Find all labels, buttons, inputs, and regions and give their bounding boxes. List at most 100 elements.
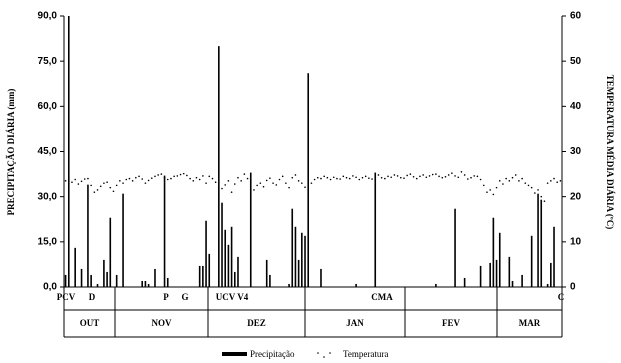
temperature-point — [135, 176, 137, 179]
bar — [355, 283, 357, 287]
temperature-point — [415, 177, 418, 180]
temperature-point — [224, 184, 227, 186]
temperature-point — [93, 191, 96, 193]
bar — [454, 208, 456, 287]
temperature-point — [364, 175, 367, 178]
bar — [144, 280, 147, 287]
temperature-point — [492, 193, 495, 196]
temperature-point — [128, 177, 131, 180]
temperature-point — [412, 175, 415, 178]
temperature-point — [198, 178, 201, 181]
temperature-point — [173, 175, 175, 178]
temperature-point — [67, 182, 70, 184]
month-label: OUT — [80, 318, 100, 328]
bar — [106, 271, 108, 287]
temperature-point — [428, 175, 431, 177]
y-tick-label: 15,0 — [38, 236, 58, 247]
temperature-point — [393, 174, 396, 176]
temperature-point — [406, 174, 408, 177]
temperature-point — [371, 178, 373, 180]
stage-label: UCV V4 — [216, 292, 249, 302]
bar — [320, 268, 322, 287]
temperature-point — [166, 178, 169, 181]
temperature-point — [154, 175, 156, 178]
y-tick-label: 30,0 — [38, 191, 58, 202]
temperature-point — [64, 180, 67, 182]
bar — [537, 193, 539, 287]
temperature-point — [399, 176, 402, 179]
temperature-point — [122, 182, 124, 184]
temperature-point — [218, 193, 220, 196]
temperature-point — [403, 177, 405, 179]
temperature-point — [307, 189, 310, 191]
temperature-point — [99, 185, 102, 188]
stage-label: P — [163, 292, 169, 302]
temperature-point — [237, 176, 239, 179]
legend-swatch — [222, 352, 247, 356]
bar — [166, 277, 169, 287]
y2-tick-label: 40 — [570, 101, 582, 112]
legend-label: Precipitação — [250, 349, 295, 359]
bar — [521, 274, 523, 287]
temperature-point — [147, 179, 150, 182]
temperature-point — [457, 176, 460, 179]
temperature-point — [342, 175, 345, 178]
temperature-point — [534, 192, 536, 194]
temperature-point — [380, 176, 383, 179]
bar — [224, 229, 227, 287]
temperature-point — [377, 174, 380, 176]
bar — [291, 208, 294, 287]
stage-label: CMA — [371, 292, 393, 302]
temperature-point — [470, 176, 472, 179]
y-axis-title: PRECIPITAÇÃO DIÁRIA (mm) — [6, 89, 16, 216]
temperature-point — [230, 191, 233, 193]
temperature-point — [489, 189, 491, 191]
bar — [87, 184, 89, 287]
temperature-point — [221, 187, 223, 190]
bar — [237, 256, 239, 287]
temperature-point — [288, 186, 290, 189]
temperature-point — [141, 178, 144, 180]
temperature-point — [96, 189, 99, 191]
temperature-point — [310, 182, 313, 184]
y2-axis-title: TEMPERATURA MÉDIA DIÁRIA (ºC) — [605, 75, 615, 230]
bar — [553, 226, 555, 287]
temperature-point — [265, 179, 268, 182]
bar — [492, 217, 495, 287]
bar — [530, 235, 533, 287]
temperature-point — [316, 176, 319, 179]
bar — [109, 217, 112, 287]
bar — [163, 175, 166, 287]
temperature-point — [256, 184, 258, 187]
temperature-point — [313, 178, 316, 181]
temperature-point — [435, 173, 437, 175]
temperature-point — [463, 174, 466, 176]
temperature-point — [390, 176, 393, 179]
temperature-point — [131, 180, 134, 182]
temperature-point — [240, 180, 242, 182]
temperature-point — [521, 177, 523, 180]
temperature-point — [559, 180, 562, 182]
temperature-point — [498, 180, 501, 182]
temperature-point — [109, 186, 112, 189]
temperature-point — [396, 175, 399, 177]
bar — [103, 259, 105, 287]
temperature-point — [409, 173, 412, 175]
bar — [463, 277, 466, 287]
temperature-point — [451, 172, 453, 174]
temperature-point — [71, 181, 73, 184]
bar — [67, 16, 70, 287]
temperature-point — [530, 186, 533, 189]
temperature-point — [189, 177, 191, 180]
temperature-point — [304, 186, 306, 188]
temperature-point — [138, 175, 140, 178]
bar — [230, 226, 233, 287]
temperature-point — [345, 176, 348, 179]
temperature-point — [115, 184, 118, 187]
temperature-point — [352, 175, 354, 177]
temperature-point — [297, 180, 300, 182]
temperature-point — [294, 174, 297, 176]
bar — [540, 199, 543, 287]
temperature-point — [508, 180, 511, 182]
y-tick-label: 45,0 — [38, 146, 58, 157]
